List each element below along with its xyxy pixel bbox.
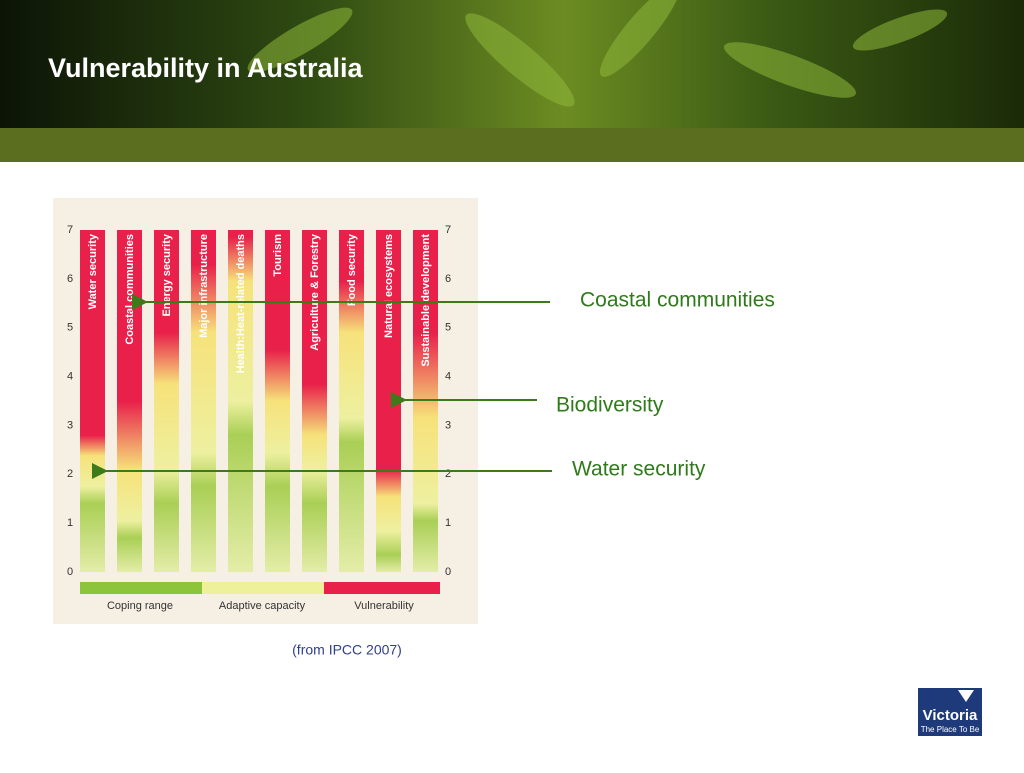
annotation: Biodiversity	[556, 394, 664, 417]
bar-label: Sustainable development	[420, 234, 432, 367]
logo-tagline: The Place To Be	[921, 725, 980, 734]
bar	[80, 230, 105, 572]
axis-label: 5	[67, 322, 73, 334]
legend-swatch	[324, 582, 440, 594]
bar	[339, 230, 364, 572]
fern-decoration	[247, 0, 948, 107]
bar-label: Water security	[87, 233, 99, 309]
axis-label: 7	[67, 224, 73, 236]
axis-label: 1	[67, 517, 73, 529]
bar-label: Health:Heat-related deaths	[235, 234, 247, 373]
legend-label: Vulnerability	[354, 600, 414, 612]
bar-label: Agriculture & Forestry	[309, 233, 321, 351]
bar-label: Energy security	[161, 233, 173, 316]
figure: Water security Coastal communities Energy …	[67, 224, 451, 612]
axis-label: 5	[445, 322, 451, 334]
bar-label: Food security	[346, 233, 358, 306]
annotation-lines	[92, 294, 552, 479]
bar	[228, 230, 253, 572]
legend-swatch	[202, 582, 324, 594]
axis-label: 3	[445, 419, 451, 431]
bar	[265, 230, 290, 572]
bar-label: Coastal communities	[124, 234, 136, 345]
axis-label: 1	[445, 517, 451, 529]
header-band	[0, 128, 1024, 162]
axis-label: 4	[445, 370, 451, 382]
axis-label: 4	[67, 370, 73, 382]
bar	[191, 230, 216, 572]
bar-label: Tourism	[272, 234, 284, 277]
logo	[918, 688, 982, 736]
axis-label: 0	[67, 566, 73, 578]
logo-name: Victoria	[923, 707, 978, 724]
annotation: Coastal communities	[580, 289, 775, 312]
axis-label: 6	[445, 273, 451, 285]
legend-label: Adaptive capacity	[219, 600, 306, 612]
source: (from IPCC 2007)	[292, 642, 402, 658]
bar-label: Natural ecosystems	[383, 234, 395, 338]
axis-label: 6	[67, 273, 73, 285]
axis-label: 0	[445, 566, 451, 578]
legend-swatch	[80, 582, 202, 594]
annotation: Water security	[572, 458, 706, 481]
axis-label: 7	[445, 224, 451, 236]
legend-label: Coping range	[107, 600, 173, 612]
logo-mark	[958, 690, 974, 702]
axis-label: 2	[445, 468, 451, 480]
axis-label: 3	[67, 419, 73, 431]
axis-label: 2	[67, 468, 73, 480]
bar-label: Major infrastructure	[198, 234, 210, 338]
slide-title: Vulnerability in Australia	[48, 53, 364, 83]
bar	[117, 230, 142, 572]
bar	[302, 230, 327, 572]
bar	[154, 230, 179, 572]
